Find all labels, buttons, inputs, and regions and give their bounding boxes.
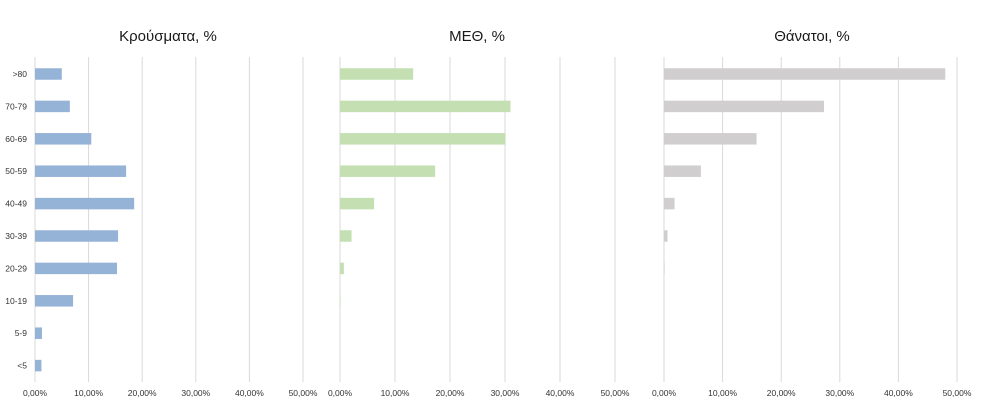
bar xyxy=(664,133,757,145)
category-label: >80 xyxy=(13,69,28,79)
x-tick-label: 50,00% xyxy=(601,388,630,398)
bar xyxy=(35,165,127,177)
x-tick-label: 30,00% xyxy=(181,388,210,398)
panel-1: 0,00% 10,00% 20,00% 30,00% 40,00% 50,00% >80 70… xyxy=(5,28,318,398)
bar xyxy=(35,262,118,275)
x-tick-label: 50,00% xyxy=(943,388,972,398)
category-label: 70-79 xyxy=(5,101,27,111)
bar xyxy=(35,359,42,372)
bar xyxy=(35,133,92,145)
panel-3: 0,00% 10,00% 20,00% 30,00% 40,00% 50,00% Θάνατ… xyxy=(652,28,972,398)
panel-title: ΜΕΘ, % xyxy=(449,28,505,45)
x-tick-label: 10,00% xyxy=(74,388,103,398)
bar xyxy=(340,262,344,275)
bar xyxy=(35,230,119,242)
x-tick-label: 10,00% xyxy=(708,388,737,398)
bar xyxy=(35,68,62,80)
bar xyxy=(340,165,436,177)
category-label: 5-9 xyxy=(15,328,28,338)
bar xyxy=(664,68,946,80)
x-tick-label: 50,00% xyxy=(289,388,318,398)
bar xyxy=(35,327,42,339)
x-tick-label: 40,00% xyxy=(546,388,575,398)
bar xyxy=(340,100,511,113)
category-label: 50-59 xyxy=(5,166,27,176)
panel-title: Κρούσματα, % xyxy=(119,28,217,45)
bar xyxy=(664,165,701,177)
bar xyxy=(35,197,135,210)
x-tick-label: 20,00% xyxy=(436,388,465,398)
x-tick-label: 0,00% xyxy=(652,388,677,398)
bar xyxy=(35,295,74,307)
bar xyxy=(340,230,352,242)
bar xyxy=(340,133,506,145)
bar xyxy=(664,100,824,113)
bar xyxy=(340,68,414,80)
bar xyxy=(340,197,375,210)
x-tick-label: 30,00% xyxy=(491,388,520,398)
x-tick-label: 0,00% xyxy=(328,388,353,398)
panel-2: 0,00% 10,00% 20,00% 30,00% 40,00% 50,00% ΜΕΘ, … xyxy=(328,28,630,398)
category-label: 20-29 xyxy=(5,263,27,273)
category-label: 10-19 xyxy=(5,296,27,306)
bar xyxy=(340,295,341,307)
x-tick-label: 40,00% xyxy=(884,388,913,398)
bar xyxy=(664,230,668,242)
bar xyxy=(664,197,675,210)
category-label: 30-39 xyxy=(5,231,27,241)
x-tick-label: 20,00% xyxy=(767,388,796,398)
x-tick-label: 30,00% xyxy=(825,388,854,398)
panel-title: Θάνατοι, % xyxy=(774,28,850,45)
bar xyxy=(664,262,665,275)
bar xyxy=(35,100,70,113)
x-tick-label: 10,00% xyxy=(381,388,410,398)
category-label: <5 xyxy=(17,361,27,371)
category-label: 40-49 xyxy=(5,199,27,209)
x-tick-label: 0,00% xyxy=(23,388,48,398)
x-tick-label: 20,00% xyxy=(128,388,157,398)
x-tick-label: 40,00% xyxy=(235,388,264,398)
category-label: 60-69 xyxy=(5,134,27,144)
